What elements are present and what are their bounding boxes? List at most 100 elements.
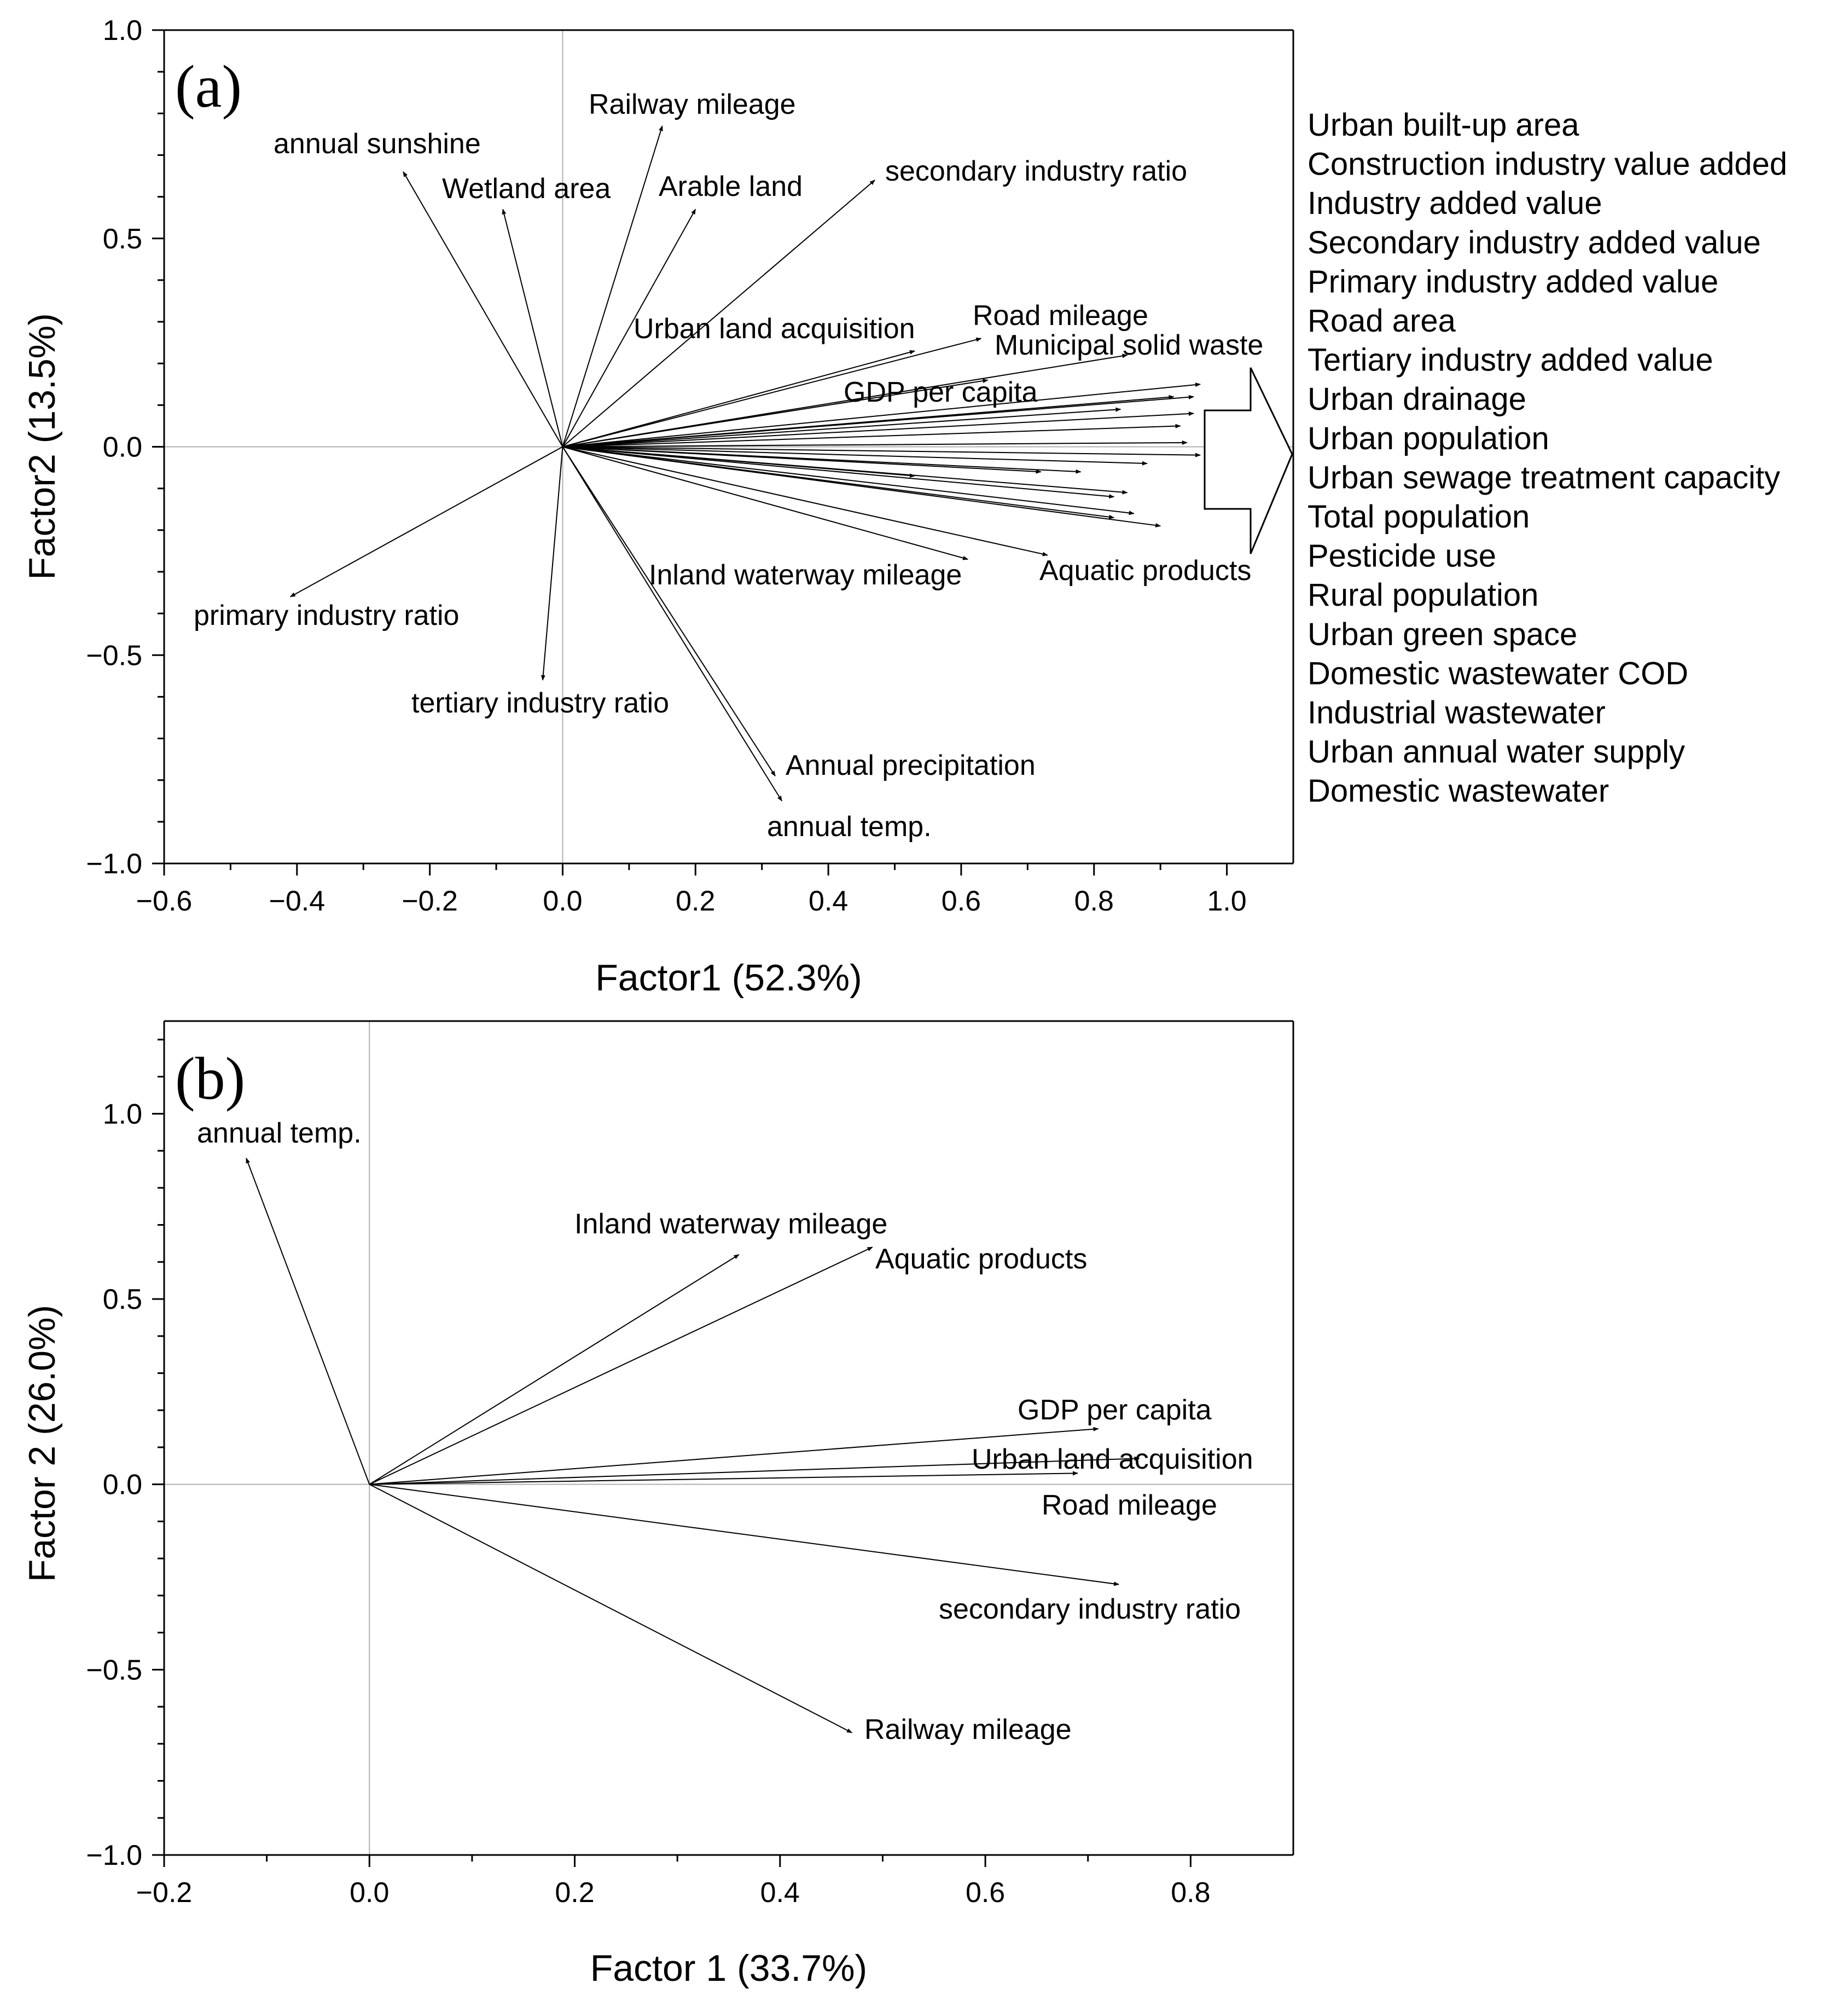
panel-b-vector-road-mileage bbox=[369, 1471, 1078, 1485]
panel-b-x-tick-label: 0.0 bbox=[350, 1877, 389, 1909]
panel-a-label: (a) bbox=[175, 53, 242, 120]
panel-a-label-arable-land: Arable land bbox=[659, 171, 803, 202]
panel-b-label-railway-mileage: Railway mileage bbox=[864, 1714, 1072, 1746]
panel-a-vector-aquatic-products bbox=[562, 446, 1048, 556]
panel-b-y-axis-title: Factor 2 (26.0%) bbox=[21, 1305, 63, 1582]
panel-a-variable-rural-population: Rural population bbox=[1307, 577, 1538, 613]
panel-b-y-tick-label: −0.5 bbox=[86, 1654, 142, 1686]
panel-a-y-tick-label: 1.0 bbox=[103, 15, 142, 47]
panel-a-label-wetland-area: Wetland area bbox=[442, 173, 611, 205]
panel-a-vector-unlabeled bbox=[562, 446, 1135, 515]
panel-b-y-tick-label: 0.0 bbox=[103, 1469, 142, 1501]
panel-a-variable-industrial-wastewater: Industrial wastewater bbox=[1307, 695, 1606, 730]
panel-a-vector-arable-land bbox=[562, 208, 696, 447]
panel-a-vector-gdp-per-capita bbox=[562, 379, 989, 448]
panel-a-vector-secondary-industry-ratio bbox=[562, 179, 875, 448]
panel-a-variable-domestic-wastewater-cod: Domestic wastewater COD bbox=[1307, 656, 1688, 691]
panel-a-grouping-arrow bbox=[1204, 367, 1293, 554]
panel-b-label-aquatic-products: Aquatic products bbox=[875, 1243, 1087, 1275]
panel-b-label: (b) bbox=[175, 1045, 245, 1112]
panel-a-x-tick-label: −0.6 bbox=[136, 885, 193, 917]
panel-b-vector-secondary-industry-ratio bbox=[369, 1483, 1120, 1586]
panel-a-vector-urban-land-acquisition bbox=[562, 350, 915, 448]
panel-b-label-urban-land-acquisition: Urban land acquisition bbox=[972, 1443, 1253, 1475]
panel-a-vector-unlabeled bbox=[562, 440, 1188, 448]
panel-a-variable-urban-annual-water-supply: Urban annual water supply bbox=[1307, 734, 1685, 770]
panel-a-vector-annual-sunshine bbox=[403, 171, 563, 448]
panel-b-label-annual-temp: annual temp. bbox=[197, 1117, 362, 1149]
panel-a-variable-urban-green-space: Urban green space bbox=[1307, 617, 1577, 652]
panel-b-vector-inland-waterway-mileage bbox=[369, 1254, 740, 1485]
panel-a-label-annual-precipitation: Annual precipitation bbox=[786, 750, 1036, 781]
panel-b-vectors: annual temp. Inland waterway mileageAquat… bbox=[197, 1117, 1253, 1746]
panel-a-label-secondary-industry-ratio: secondary industry ratio bbox=[885, 155, 1187, 187]
panel-a-vector-inland-waterway-mileage bbox=[562, 446, 969, 560]
panel-b-y-tick-label: 0.5 bbox=[103, 1284, 142, 1315]
panel-a-y-tick-label: −0.5 bbox=[86, 640, 142, 671]
panel-a-vector-unlabeled bbox=[562, 446, 1201, 457]
panel-a: (a) −0.6 −0.4 −0.2 0.0 0.2 0.4 0.6 0.8 1.0−1.0−0… bbox=[21, 15, 1787, 999]
panel-a-y-tick-label: 0.0 bbox=[103, 432, 142, 463]
panel-a-variable-domestic-wastewater: Domestic wastewater bbox=[1307, 773, 1609, 809]
panel-a-label-tertiary-industry-ratio: tertiary industry ratio bbox=[411, 687, 669, 719]
panel-a-axes: −0.6 −0.4 −0.2 0.0 0.2 0.4 0.6 0.8 1.0 −1.0 −0.5 0.… bbox=[86, 15, 1294, 917]
panel-a-variable-total-population: Total population bbox=[1307, 499, 1530, 535]
panel-a-vector-annual-precipitation bbox=[562, 446, 776, 776]
panel-a-vector-unlabeled bbox=[562, 395, 1194, 448]
panel-a-y-tick-label: −1.0 bbox=[86, 848, 142, 880]
panel-a-x-tick-label: 0.6 bbox=[942, 885, 981, 917]
panel-b-label-gdp-per-capita: GDP per capita bbox=[1018, 1394, 1212, 1426]
panel-b-vector-annual-temp bbox=[246, 1157, 370, 1485]
panel-b-vector-gdp-per-capita bbox=[369, 1427, 1099, 1485]
panel-a-vector-unlabeled bbox=[562, 446, 1148, 466]
panel-a-variable-road-area: Road area bbox=[1307, 303, 1456, 339]
panel-a-variable-pesticide-use: Pesticide use bbox=[1307, 538, 1496, 574]
panel-b: (b) −0.2 0.0 0.2 0.4 0.6 0.8 −1.0 −0.5 0.0 0.5 1.0… bbox=[21, 1020, 1294, 1989]
panel-a-label-railway-mileage: Railway mileage bbox=[589, 89, 796, 120]
panel-a-vector-primary-industry-ratio bbox=[289, 446, 563, 598]
panel-a-label-annual-temp: annual temp. bbox=[767, 811, 932, 843]
panel-a-label-aquatic-products: Aquatic products bbox=[1039, 555, 1251, 587]
panel-a-vector-wetland-area bbox=[502, 208, 563, 447]
panel-a-vector-unlabeled bbox=[562, 446, 1128, 495]
panel-b-axes: −0.2 0.0 0.2 0.4 0.6 0.8 −1.0 −0.5 0.0 0.5 1.0 bbox=[86, 1020, 1294, 1909]
panel-b-y-tick-label: −1.0 bbox=[86, 1840, 142, 1871]
panel-b-label-secondary-industry-ratio: secondary industry ratio bbox=[939, 1593, 1241, 1625]
panel-a-label-road-mileage: Road mileage bbox=[973, 300, 1148, 332]
panel-a-variable-urban-built-up-area: Urban built-up area bbox=[1307, 107, 1579, 143]
panel-a-y-axis-title: Factor2 (13.5%) bbox=[21, 313, 63, 580]
panel-a-vector-railway-mileage bbox=[562, 125, 663, 447]
panel-a-variable-industry-added-value: Industry added value bbox=[1307, 185, 1602, 221]
panel-a-vector-unlabeled bbox=[562, 446, 1115, 499]
panel-a-variable-tertiary-industry-added-value: Tertiary industry added value bbox=[1307, 343, 1713, 378]
panel-a-x-tick-label: −0.4 bbox=[269, 885, 325, 917]
panel-a-vector-unlabeled bbox=[562, 446, 1161, 527]
panel-b-vector-urban-land-acquisition bbox=[369, 1456, 1140, 1485]
panel-a-variable-secondary-industry-added-value: Secondary industry added value bbox=[1307, 225, 1761, 260]
panel-b-x-tick-label: −0.2 bbox=[136, 1877, 193, 1909]
panel-b-y-tick-label: 1.0 bbox=[103, 1098, 142, 1130]
panel-a-x-tick-label: 0.8 bbox=[1074, 885, 1114, 917]
panel-a-label-primary-industry-ratio: primary industry ratio bbox=[194, 600, 459, 631]
panel-a-variable-construction-industry-value-added: Construction industry value added bbox=[1307, 147, 1787, 182]
panel-a-label-gdp-per-capita: GDP per capita bbox=[844, 376, 1038, 408]
panel-b-vector-railway-mileage bbox=[369, 1483, 853, 1733]
panel-a-x-tick-label: −0.2 bbox=[402, 885, 458, 917]
panel-a-x-axis-title: Factor1 (52.3%) bbox=[595, 957, 862, 999]
panel-b-label-inland-waterway-mileage: Inland waterway mileage bbox=[574, 1208, 887, 1240]
panel-a-label-municipal-solid-waste: Municipal solid waste bbox=[995, 329, 1263, 361]
panel-a-label-annual-sunshine: annual sunshine bbox=[274, 128, 481, 160]
panel-a-vector-unlabeled bbox=[562, 382, 1201, 448]
panel-a-vector-unlabeled bbox=[562, 411, 1194, 448]
panel-a-vectors: annual sunshine Wetland area Railway milea… bbox=[194, 89, 1263, 843]
panel-a-vector-unlabeled bbox=[562, 407, 1121, 448]
panel-b-x-tick-label: 0.2 bbox=[555, 1877, 594, 1909]
panel-b-label-road-mileage: Road mileage bbox=[1042, 1489, 1217, 1521]
panel-b-vector-aquatic-products bbox=[369, 1246, 873, 1485]
panel-a-label-inland-waterway-mileage: Inland waterway mileage bbox=[649, 559, 962, 591]
panel-a-variable-urban-sewage-treatment-capacity: Urban sewage treatment capacity bbox=[1307, 460, 1780, 495]
panel-a-variable-urban-population: Urban population bbox=[1307, 421, 1549, 456]
panel-a-bracket-variable-list: Urban built-up area Construction industry… bbox=[1307, 107, 1787, 809]
panel-a-x-tick-label: 0.2 bbox=[676, 885, 715, 917]
